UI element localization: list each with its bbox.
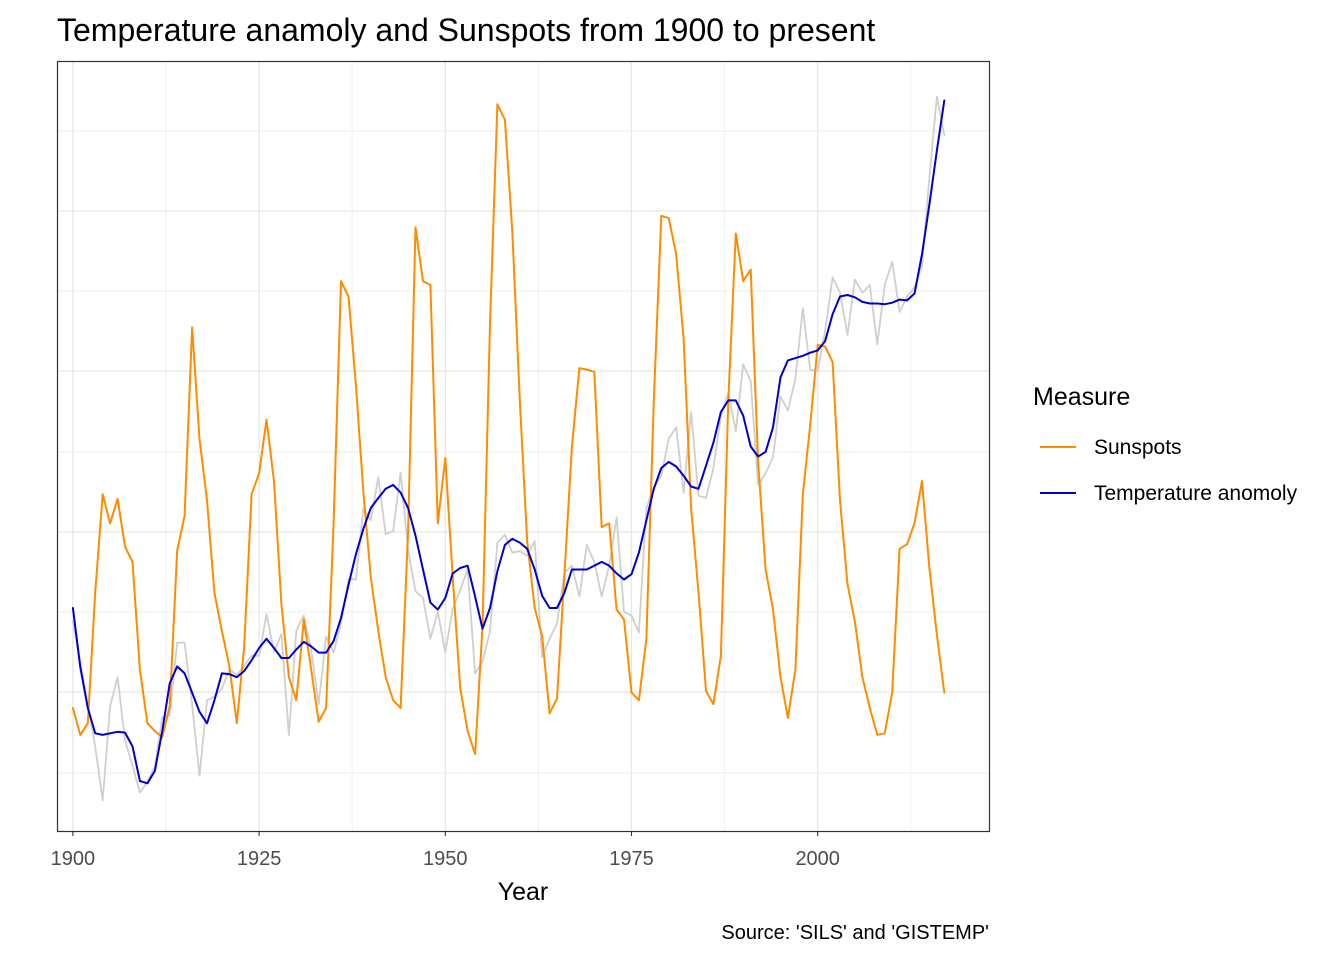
x-tick-label: 1900: [51, 848, 96, 870]
x-axis-ticks: 1900 1925 1950 1975 2000: [51, 831, 840, 870]
x-tick-label: 1925: [237, 848, 282, 870]
plot-panel-border: [56, 60, 991, 833]
legend-label: Temperature anomoly: [1094, 482, 1298, 505]
series-line-sunspots: [71, 103, 946, 756]
legend-label: Sunspots: [1094, 436, 1182, 459]
x-axis-title: Year: [498, 878, 549, 906]
legend-entries: Sunspots Temperature anomoly: [1040, 436, 1298, 505]
x-tick-label: 1950: [423, 848, 468, 870]
legend: Measure Sunspots Temperature anomoly: [1033, 383, 1298, 505]
x-tick-label: 1975: [609, 848, 654, 870]
series-line-temperature-raw: [72, 95, 946, 802]
chart-caption: Source: 'SILS' and 'GISTEMP': [721, 922, 989, 944]
series-layer: [71, 95, 946, 802]
series-line-temperature-anomoly: [71, 99, 946, 785]
legend-title: Measure: [1033, 383, 1130, 411]
x-tick-label: 2000: [795, 848, 840, 870]
grid-lines: [58, 62, 989, 831]
chart-title: Temperature anamoly and Sunspots from 19…: [57, 12, 876, 48]
